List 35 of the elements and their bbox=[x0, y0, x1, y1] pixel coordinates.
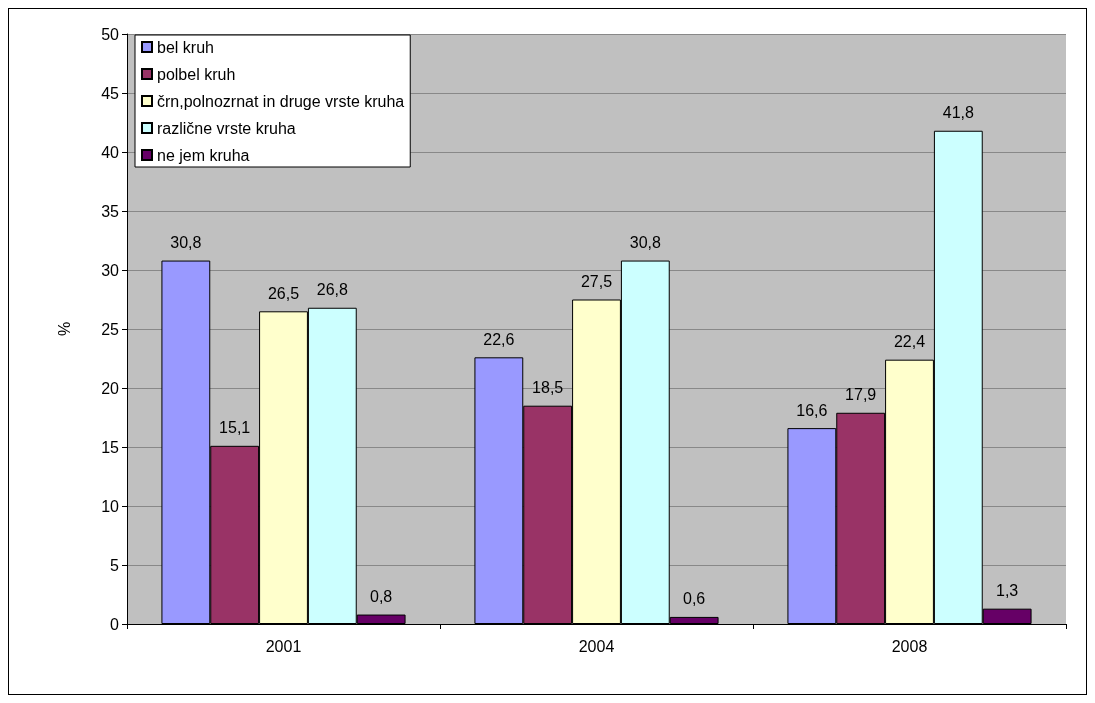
legend-label: polbel kruh bbox=[157, 65, 236, 83]
y-tick-label: 5 bbox=[110, 556, 120, 574]
data-label: 0,6 bbox=[683, 590, 706, 608]
y-tick-label: 50 bbox=[101, 25, 120, 43]
y-tick-label: 0 bbox=[110, 615, 120, 633]
y-tick-label: 15 bbox=[101, 438, 120, 456]
y-tick-label: 30 bbox=[101, 261, 120, 279]
x-tick-label: 2008 bbox=[891, 637, 928, 655]
y-axis-title: % bbox=[55, 321, 73, 337]
y-tick-label: 10 bbox=[101, 497, 120, 515]
y-tick-label: 35 bbox=[101, 202, 120, 220]
y-tick-label: 45 bbox=[101, 84, 120, 102]
legend-label: bel kruh bbox=[157, 38, 214, 56]
data-label: 30,8 bbox=[629, 234, 661, 252]
y-tick-label: 20 bbox=[101, 379, 120, 397]
data-label: 41,8 bbox=[942, 104, 974, 122]
data-label: 22,6 bbox=[483, 330, 515, 348]
legend-label: črn,polnozrnat in druge vrste kruha bbox=[157, 92, 405, 110]
legend-label: ne jem kruha bbox=[157, 146, 250, 164]
data-label: 27,5 bbox=[580, 273, 613, 290]
y-tick-label: 40 bbox=[101, 143, 120, 161]
data-label: 1,3 bbox=[996, 582, 1019, 600]
data-label: 17,9 bbox=[845, 386, 877, 404]
data-label: 26,8 bbox=[316, 281, 348, 299]
data-label: 22,4 bbox=[893, 333, 926, 351]
data-label: 30,8 bbox=[170, 234, 202, 252]
y-tick-label: 25 bbox=[101, 320, 120, 338]
data-label: 26,5 bbox=[267, 284, 300, 302]
data-label: 16,6 bbox=[796, 401, 828, 419]
x-tick-label: 2004 bbox=[578, 637, 615, 655]
data-label: 15,1 bbox=[219, 419, 251, 437]
legend-label: različne vrste kruha bbox=[157, 119, 296, 137]
data-label: 0,8 bbox=[370, 588, 393, 606]
data-label: 18,5 bbox=[532, 379, 564, 397]
x-tick-label: 2001 bbox=[265, 637, 302, 655]
